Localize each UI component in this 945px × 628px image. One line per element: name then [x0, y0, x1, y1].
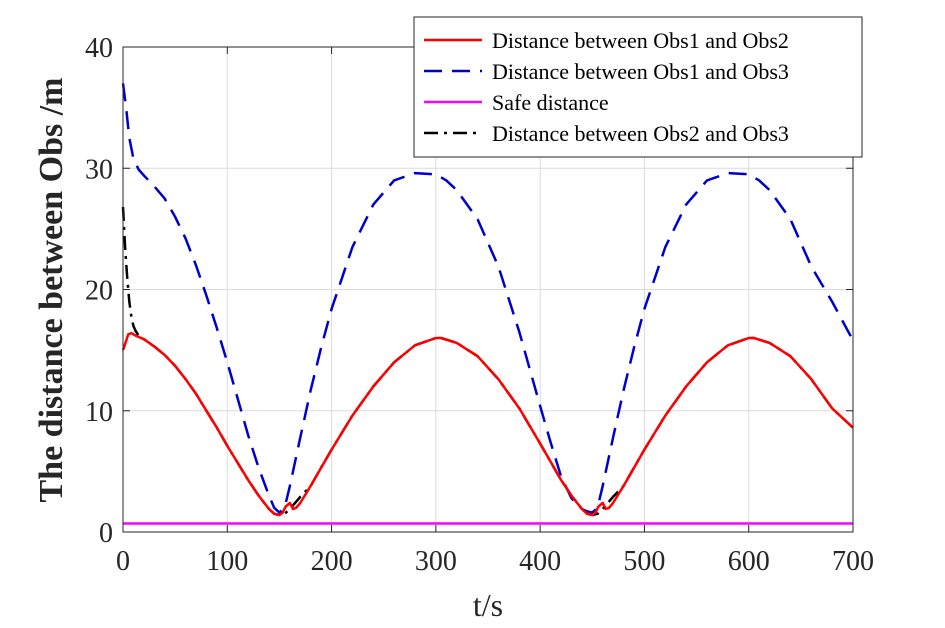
y-tick-label: 40: [85, 33, 113, 64]
x-axis-label: t/s: [473, 587, 503, 623]
series-group: [121, 83, 855, 525]
y-tick-label: 20: [85, 276, 113, 307]
legend-label: Distance between Obs1 and Obs3: [492, 59, 789, 84]
legend-label: Safe distance: [492, 90, 609, 115]
legend: Distance between Obs1 and Obs2 Distance b…: [413, 16, 863, 158]
x-tick-label: 0: [116, 546, 130, 577]
y-tick-label: 30: [85, 154, 113, 185]
y-tick-label: 10: [85, 397, 113, 428]
y-tick-label: 0: [99, 518, 113, 549]
x-tick-label: 600: [728, 546, 770, 577]
x-tick-label: 100: [206, 546, 248, 577]
x-tick-label: 400: [519, 546, 561, 577]
legend-box: [413, 16, 863, 158]
axis-ticks: 0 100 200 300 400 500 600 700 0 10 20 30 40: [85, 33, 874, 577]
series-line-2: [121, 83, 855, 514]
legend-label: Distance between Obs1 and Obs2: [492, 28, 789, 53]
y-axis-label: The distance between Obs /m: [33, 78, 70, 503]
x-tick-label: 500: [623, 546, 665, 577]
x-tick-label: 300: [415, 546, 457, 577]
series-line-1: [121, 331, 854, 517]
x-tick-label: 200: [311, 546, 353, 577]
legend-label: Distance between Obs2 and Obs3: [492, 121, 789, 146]
x-tick-label: 700: [832, 546, 874, 577]
